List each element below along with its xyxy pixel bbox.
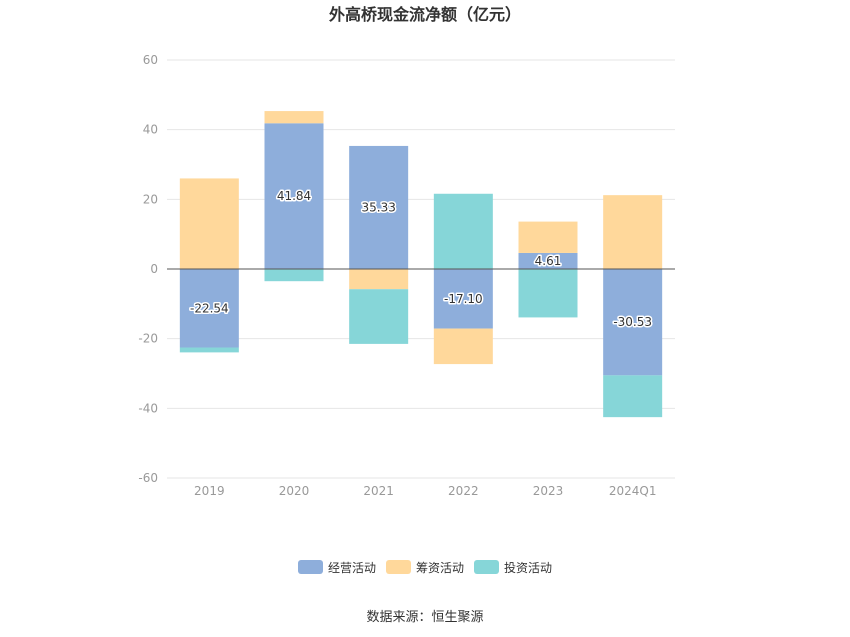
x-tick-label: 2020 [279,484,310,498]
bar-segment[interactable] [264,111,324,124]
bar-segment[interactable] [264,269,324,282]
bar-segment[interactable] [603,269,663,376]
x-tick-label: 2019 [194,484,225,498]
bar-segment[interactable] [518,252,578,269]
bar-segment[interactable] [179,347,239,353]
bar-segment[interactable] [349,289,409,344]
legend-item[interactable]: 经营活动 [298,560,376,575]
bar-segment[interactable] [518,269,578,318]
axes: 60 40 20 0 -20 -40 -60 2019 2020 2021 2022 2023 2024… [138,53,675,498]
y-tick-label: 0 [150,262,158,276]
x-tick-label: 2022 [448,484,479,498]
bar-segment[interactable] [518,221,578,253]
legend-item[interactable]: 投资活动 [474,560,552,575]
legend-label: 筹资活动 [416,561,464,575]
bars [179,111,663,418]
bar-segment[interactable] [349,269,409,290]
bar-segment[interactable] [603,195,663,269]
bar-segment[interactable] [179,178,239,269]
x-tick-label: 2023 [533,484,564,498]
legend-swatch [386,560,411,574]
legend-label: 投资活动 [504,560,552,575]
bar-segment[interactable] [349,145,409,269]
legend-swatch [474,560,499,574]
chart-title: 外高桥现金流净额（亿元） [328,5,521,24]
grid [167,59,675,479]
bar-segment[interactable] [433,193,493,269]
y-tick-label: -20 [138,332,158,346]
data-label: 4.61 [535,254,562,268]
legend-label: 经营活动 [328,561,376,575]
data-label: -22.54 [190,301,229,315]
bar-segment[interactable] [264,123,324,270]
data-label: 41.84 [277,189,311,203]
y-tick-label: 60 [143,53,158,67]
y-tick-label: -60 [138,471,158,485]
bar-segment[interactable] [603,375,663,418]
data-label: 35.33 [361,200,395,214]
bar-segment[interactable] [179,269,239,348]
source-note: 数据来源：恒生聚源 [366,610,483,625]
legend-swatch [298,560,323,574]
y-tick-label: -40 [138,401,158,415]
legend-item[interactable]: 筹资活动 [386,560,464,575]
y-tick-label: 20 [143,192,158,206]
legend[interactable]: 经营活动 筹资活动 投资活动 [298,560,552,575]
data-label: -30.53 [613,315,652,329]
data-label: -17.10 [444,292,483,306]
bar-segment[interactable] [433,328,493,365]
bar-segment[interactable] [433,269,493,329]
y-tick-label: 40 [143,123,158,137]
x-tick-label: 2024Q1 [609,484,657,498]
x-tick-label: 2021 [363,484,394,498]
data-labels: -22.54 41.84 35.33 -17.10 4.61 -30.53 [188,188,653,331]
